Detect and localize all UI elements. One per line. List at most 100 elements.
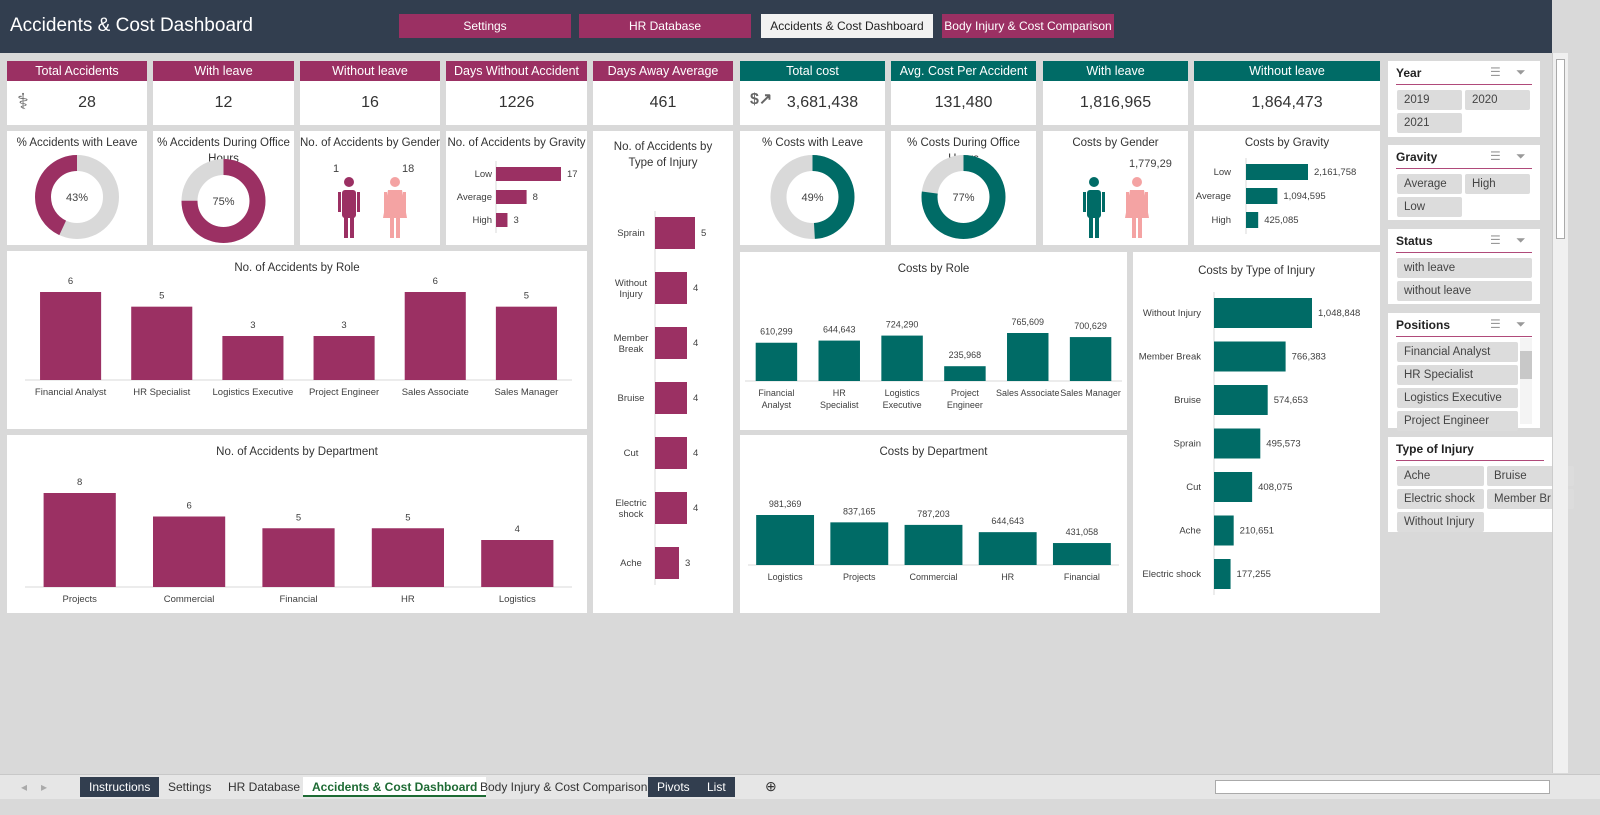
category-label: Without Injury bbox=[615, 278, 648, 300]
male-figure-icon bbox=[338, 177, 360, 238]
bar bbox=[1214, 341, 1286, 372]
category-label: High bbox=[472, 215, 492, 226]
slicer-status: Status ☰ ⏷ with leave without leave bbox=[1388, 229, 1540, 304]
data-label: 5 bbox=[405, 512, 410, 523]
data-label: 425,085 bbox=[1264, 215, 1298, 226]
kpi-value-box: 1,864,473 bbox=[1194, 81, 1380, 125]
nav-body-injury-button[interactable]: Body Injury & Cost Comparison bbox=[942, 14, 1114, 38]
donut-value-arc bbox=[35, 155, 119, 239]
slicer-item[interactable]: Ache bbox=[1397, 466, 1484, 486]
multi-select-icon[interactable]: ☰ bbox=[1490, 233, 1501, 247]
donut-percent-label: 75% bbox=[212, 196, 234, 208]
kpi-value: 16 bbox=[361, 94, 379, 111]
slicer-item[interactable]: with leave bbox=[1397, 258, 1532, 278]
female-cost-label: 1,779,29 bbox=[1129, 158, 1172, 170]
slicer-item[interactable]: HR Specialist bbox=[1397, 365, 1518, 385]
bar bbox=[1214, 515, 1234, 546]
data-label: 6 bbox=[68, 276, 73, 287]
category-label: Logistics Executive bbox=[213, 387, 294, 398]
slicer-item[interactable]: Low bbox=[1397, 197, 1462, 217]
kpi-value: 28 bbox=[78, 94, 96, 111]
clear-filter-icon[interactable]: ⏷ bbox=[1516, 317, 1526, 331]
slicer-divider bbox=[1396, 336, 1532, 337]
tab-scroll-left-icon[interactable]: ◂ bbox=[21, 780, 28, 794]
donut-value-arc bbox=[770, 155, 855, 239]
slicer-item[interactable]: 2019 bbox=[1397, 90, 1462, 110]
female-figure-icon bbox=[383, 177, 407, 238]
tab-body-injury[interactable]: Body Injury & Cost Comparison bbox=[480, 780, 648, 794]
tab-instructions[interactable]: Instructions bbox=[80, 777, 160, 797]
cgravity-chart-title: Costs by Gravity bbox=[1244, 137, 1330, 149]
category-label: Projects bbox=[843, 572, 876, 582]
multi-select-icon[interactable]: ☰ bbox=[1490, 149, 1501, 163]
bar bbox=[1214, 472, 1253, 502]
tab-hr-database[interactable]: HR Database bbox=[228, 780, 301, 794]
slicer-item[interactable]: Electric shock bbox=[1397, 489, 1484, 509]
bar bbox=[1246, 164, 1308, 180]
clear-filter-icon[interactable]: ⏷ bbox=[1516, 65, 1526, 79]
slicer-scroll-thumb[interactable] bbox=[1520, 351, 1532, 379]
data-label: 4 bbox=[693, 448, 698, 459]
add-sheet-icon[interactable]: ⊕ bbox=[765, 778, 777, 794]
horizontal-scrollbar[interactable] bbox=[1215, 780, 1550, 794]
tab-list[interactable]: List bbox=[698, 777, 735, 797]
bar bbox=[371, 528, 445, 587]
category-label: Low bbox=[475, 169, 493, 180]
slicer-item[interactable]: without leave bbox=[1397, 281, 1532, 301]
data-label: 724,290 bbox=[886, 320, 919, 330]
slicer-item[interactable]: Financial Analyst bbox=[1397, 342, 1518, 362]
category-label: Bruise bbox=[618, 393, 645, 404]
bar bbox=[43, 493, 116, 587]
clear-filter-icon[interactable]: ⏷ bbox=[1516, 149, 1526, 163]
bar bbox=[830, 522, 889, 565]
kpi-value: 12 bbox=[214, 94, 233, 111]
tab-settings[interactable]: Settings bbox=[168, 780, 212, 794]
donut-chart-title: % Costs with Leave bbox=[762, 137, 863, 149]
data-label: 787,203 bbox=[917, 509, 950, 519]
bar bbox=[1007, 333, 1049, 381]
bar bbox=[404, 292, 466, 380]
bar bbox=[222, 336, 284, 380]
tab-pivots[interactable]: Pivots bbox=[648, 777, 699, 797]
tab-scroll-right-icon[interactable]: ▸ bbox=[41, 780, 48, 794]
cinjury-chart-panel: Costs by Type of Injury Without Injury 1,0… bbox=[1133, 252, 1380, 613]
category-label: Logistics bbox=[499, 594, 536, 605]
nav-hr-database-button[interactable]: HR Database bbox=[579, 14, 751, 38]
data-label: 6 bbox=[186, 501, 191, 512]
multi-select-icon[interactable]: ☰ bbox=[1490, 65, 1501, 79]
data-label: 5 bbox=[296, 512, 301, 523]
category-label: Ache bbox=[620, 558, 642, 569]
slicer-item[interactable]: 2021 bbox=[1397, 113, 1462, 133]
slicer-item[interactable]: Without Injury bbox=[1397, 512, 1484, 532]
category-label: HR Specialist bbox=[820, 388, 859, 410]
slicer-item[interactable]: Project Engineer bbox=[1397, 411, 1518, 431]
slicer-title: Status bbox=[1396, 234, 1433, 248]
slicer-item[interactable]: 2020 bbox=[1465, 90, 1530, 110]
data-label: 837,165 bbox=[843, 506, 876, 516]
slicer-divider bbox=[1396, 252, 1532, 253]
bar bbox=[655, 492, 687, 524]
multi-select-icon[interactable]: ☰ bbox=[1490, 317, 1501, 331]
data-label: 4 bbox=[693, 393, 698, 404]
role-chart-panel: No. of Accidents by Role 6 Financial Analy… bbox=[7, 251, 587, 429]
slicer-item[interactable]: High bbox=[1465, 174, 1530, 194]
nav-settings-button[interactable]: Settings bbox=[399, 14, 571, 38]
clear-filter-icon[interactable]: ⏷ bbox=[1516, 233, 1526, 247]
gravity-chart-panel: No. of Accidents by Gravity Low 17 Average 8… bbox=[446, 131, 587, 245]
category-label: Cut bbox=[1186, 482, 1201, 493]
nav-accidents-dashboard-button[interactable]: Accidents & Cost Dashboard bbox=[761, 14, 933, 38]
slicer-item[interactable]: Average bbox=[1397, 174, 1462, 194]
bar bbox=[1214, 298, 1312, 328]
slicer-item[interactable]: Logistics Executive bbox=[1397, 388, 1518, 408]
data-label: 2,161,758 bbox=[1314, 167, 1356, 178]
donut-chart-panel: % Costs During Office Hours 77% bbox=[891, 131, 1036, 245]
cgravity-chart-panel: Costs by Gravity Low 2,161,758 Average 1,094… bbox=[1194, 131, 1380, 245]
data-label: 765,609 bbox=[1011, 317, 1044, 327]
scrollbar-thumb[interactable] bbox=[1556, 59, 1565, 239]
dept-chart-panel: No. of Accidents by Department 8 Projects 6… bbox=[7, 435, 587, 613]
tab-accidents-dashboard[interactable]: Accidents & Cost Dashboard bbox=[303, 777, 487, 797]
category-label: Projects bbox=[63, 594, 98, 605]
slicer-scrollbar[interactable] bbox=[1520, 338, 1532, 424]
injury-chart-panel: No. of Accidents by Type of Injury Sprain… bbox=[593, 131, 733, 613]
vertical-scrollbar[interactable] bbox=[1552, 53, 1568, 773]
